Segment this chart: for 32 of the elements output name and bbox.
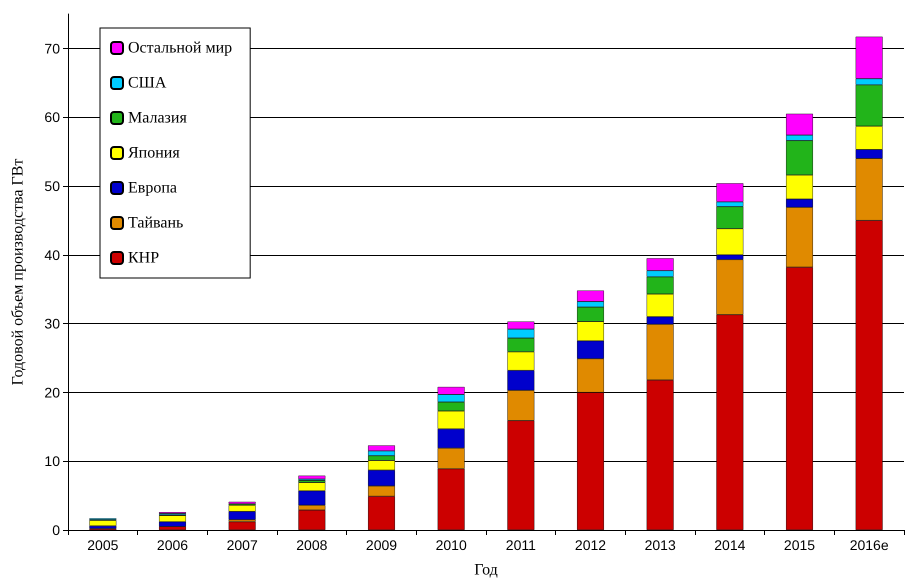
x-tick-label: 2011 xyxy=(506,537,536,553)
y-tick-label: 20 xyxy=(44,384,60,400)
bar xyxy=(89,520,116,526)
bar xyxy=(298,476,326,480)
x-tick-label: 2016e xyxy=(850,537,889,553)
x-tick-label: 2005 xyxy=(87,537,119,553)
y-axis-title: Годовой объем производства ГВт xyxy=(10,158,26,386)
x-tick-label: 2013 xyxy=(644,537,676,553)
y-tick-label: 50 xyxy=(44,178,60,194)
x-tick-label: 2014 xyxy=(714,537,746,553)
y-tick-label: 0 xyxy=(52,522,60,538)
legend-label: Япония xyxy=(128,144,180,162)
legend-label: Малазия xyxy=(128,110,188,126)
bar xyxy=(228,522,256,530)
x-axis-title: Год xyxy=(474,562,498,578)
legend-label: Европа xyxy=(128,180,177,196)
x-tick-label: 2007 xyxy=(226,537,258,553)
y-tick-label: 30 xyxy=(44,316,60,332)
x-tick-label: 2010 xyxy=(436,537,467,553)
x-tick-label: 2012 xyxy=(574,537,606,553)
x-tick-label: 2009 xyxy=(366,537,398,553)
legend-label: Остальной мир xyxy=(128,40,232,56)
x-tick-label: 2006 xyxy=(156,537,188,553)
legend-label: КНР xyxy=(128,250,160,266)
legend-label: Тайвань xyxy=(128,214,184,232)
x-tick-label: 2015 xyxy=(784,537,816,553)
y-tick-label: 70 xyxy=(44,40,60,56)
y-tick-label: 60 xyxy=(44,109,60,126)
y-tick-label: 10 xyxy=(44,453,60,470)
legend-label: США xyxy=(128,74,167,92)
x-tick-label: 2008 xyxy=(296,537,328,553)
y-tick-label: 40 xyxy=(44,246,60,263)
